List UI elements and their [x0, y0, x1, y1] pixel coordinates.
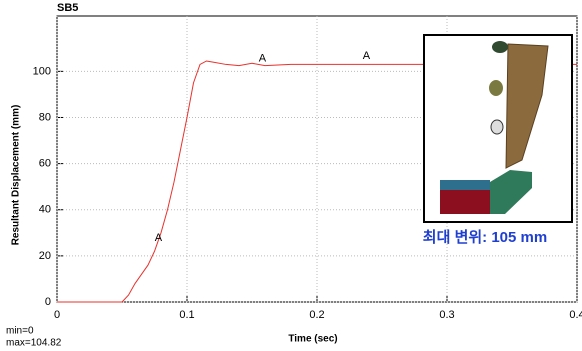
inset-part: [489, 80, 503, 96]
y-tick-label: 20: [39, 250, 51, 262]
chart-title: SB5: [57, 2, 78, 14]
chart: SB5 Resultant Displacement (mm) Time (se…: [0, 0, 582, 351]
x-tick-label: 0.1: [179, 309, 194, 321]
y-tick-label: 80: [39, 111, 51, 123]
y-tick-label: 60: [39, 158, 51, 170]
marker-label: A: [155, 232, 163, 244]
inset-part: [491, 120, 503, 134]
y-axis-label: Resultant Displacement (mm): [11, 105, 22, 246]
x-tick-label: 0.4: [569, 309, 582, 321]
inset-head: [492, 41, 508, 53]
y-tick-label: 0: [45, 296, 51, 308]
y-tick-label: 40: [39, 204, 51, 216]
x-tick-label: 0: [54, 309, 60, 321]
inset-caption: 최대 변위: 105 mm: [423, 228, 547, 246]
inset: 최대 변위: 105 mm: [423, 35, 572, 246]
x-tick-label: 0.2: [309, 309, 324, 321]
x-axis-label: Time (sec): [288, 334, 337, 345]
x-tick-label: 0.3: [439, 309, 454, 321]
marker-label: A: [363, 50, 371, 62]
annotation: min=0: [6, 326, 34, 337]
y-tick-label: 100: [33, 65, 51, 77]
inset-seat: [440, 190, 490, 214]
annotation: max=104.82: [6, 338, 62, 349]
marker-label: A: [259, 52, 267, 64]
